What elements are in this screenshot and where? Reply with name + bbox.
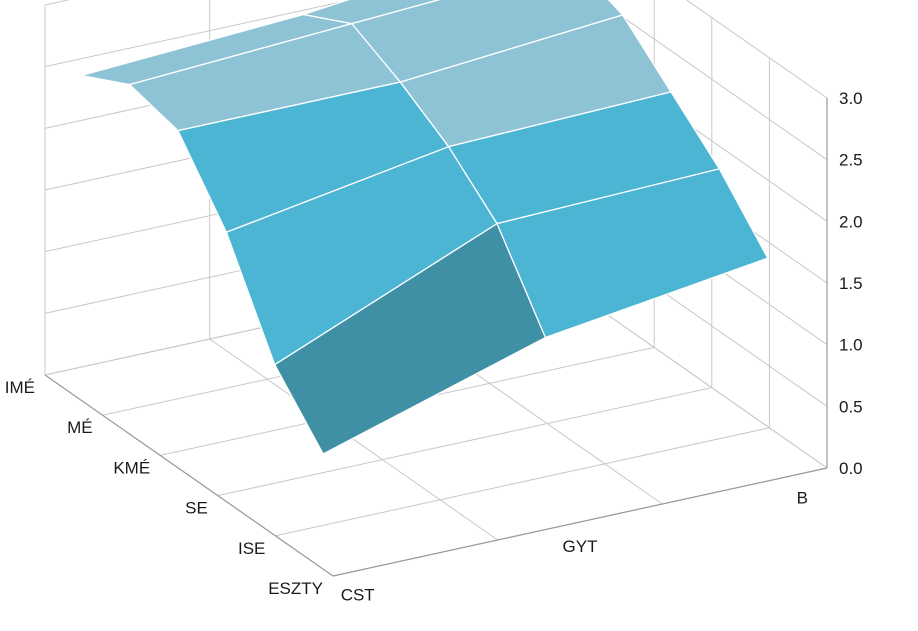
row-tick-label: ESZTY (268, 579, 323, 598)
floor-grid-line (209, 338, 498, 541)
z-tick-label: 2.5 (839, 151, 863, 170)
column-tick-label: CST (341, 586, 375, 605)
row-tick-label: KMÉ (113, 458, 150, 477)
z-tick-label: 0.0 (839, 459, 863, 478)
side-wall-grid-line (685, 0, 828, 99)
surface-layer (80, 0, 769, 455)
surface-patch (496, 168, 769, 339)
floor-grid-line (275, 427, 770, 537)
column-tick-label: GYT (563, 537, 598, 556)
z-tick-label: 3.0 (839, 89, 863, 108)
z-tick-label: 1.0 (839, 336, 863, 355)
side-wall-grid-line (597, 0, 828, 161)
row-tick-label: IMÉ (5, 378, 35, 397)
back-wall-grid-line (44, 0, 353, 68)
row-axis-line (44, 374, 334, 577)
z-tick-label: 2.0 (839, 212, 863, 231)
floor-grid-line (217, 387, 712, 497)
row-tick-label: MÉ (67, 418, 93, 437)
labels-layer: 0.0 0.5 1.0 1.5 2.0 2.5 3.0 IMÉ MÉ KMÉ SE ISE ESZTY C… (5, 89, 863, 605)
z-tick-label: 0.5 (839, 397, 863, 416)
column-tick-label: B (797, 488, 808, 507)
row-tick-label: SE (185, 499, 208, 518)
row-tick-label: ISE (238, 539, 265, 558)
surface-patch (302, 0, 441, 25)
z-tick-label: 1.5 (839, 274, 863, 293)
column-axis-line (332, 467, 828, 577)
